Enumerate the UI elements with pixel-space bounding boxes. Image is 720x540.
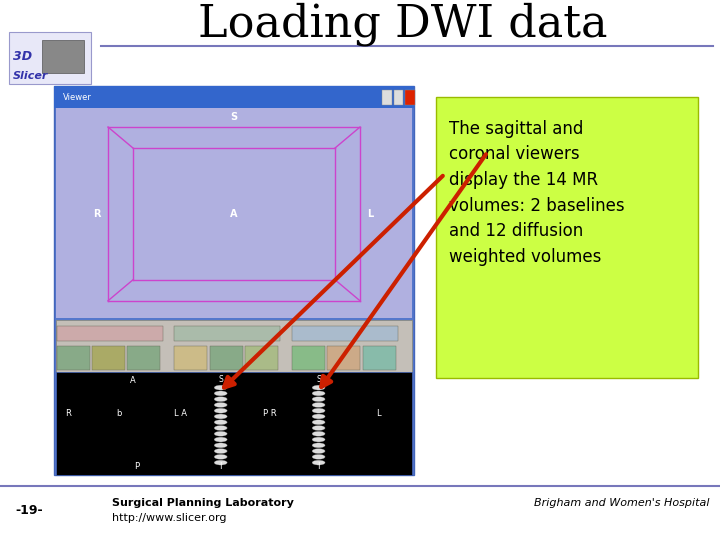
Ellipse shape — [312, 460, 325, 465]
Bar — [394, 90, 403, 105]
Ellipse shape — [215, 402, 228, 407]
Bar — [436, 97, 698, 378]
Ellipse shape — [215, 397, 228, 402]
Bar — [328, 346, 360, 369]
Bar — [210, 346, 243, 369]
Text: -19-: -19- — [16, 504, 43, 517]
Text: Loading DWI data: Loading DWI data — [199, 3, 608, 46]
Text: P: P — [134, 462, 140, 471]
Text: I: I — [318, 462, 320, 471]
Bar — [127, 346, 161, 369]
Ellipse shape — [215, 449, 228, 454]
Text: S: S — [218, 375, 223, 384]
Text: Slicer: Slicer — [13, 71, 48, 80]
Text: b: b — [116, 409, 122, 418]
Bar — [56, 320, 412, 372]
Text: Surgical Planning Laboratory: Surgical Planning Laboratory — [112, 498, 294, 508]
Bar — [92, 346, 125, 369]
Bar — [56, 372, 412, 475]
Bar — [174, 346, 207, 369]
Bar — [245, 346, 278, 369]
Ellipse shape — [312, 449, 325, 454]
Text: The sagittal and
coronal viewers
display the 14 MR
volumes: 2 baselines
and 12 d: The sagittal and coronal viewers display… — [449, 120, 624, 266]
Ellipse shape — [312, 443, 325, 448]
Ellipse shape — [215, 431, 228, 436]
Bar — [292, 326, 398, 341]
Ellipse shape — [312, 414, 325, 419]
Ellipse shape — [215, 460, 228, 465]
Bar — [56, 106, 412, 318]
Ellipse shape — [312, 431, 325, 436]
Bar — [57, 326, 163, 341]
Bar — [54, 86, 414, 475]
Ellipse shape — [312, 426, 325, 430]
Ellipse shape — [312, 391, 325, 396]
Ellipse shape — [215, 385, 228, 390]
Text: L A: L A — [174, 409, 186, 418]
Ellipse shape — [215, 437, 228, 442]
Bar — [363, 346, 395, 369]
Text: Viewer: Viewer — [63, 92, 91, 102]
Ellipse shape — [312, 397, 325, 402]
Ellipse shape — [215, 414, 228, 419]
Text: 3D: 3D — [13, 50, 32, 63]
Text: L: L — [376, 409, 380, 418]
Bar — [405, 90, 415, 105]
Bar — [292, 346, 325, 369]
Bar — [9, 32, 91, 84]
Bar — [57, 346, 90, 369]
Text: L: L — [367, 209, 374, 219]
Ellipse shape — [215, 443, 228, 448]
Text: S: S — [316, 375, 321, 384]
Bar — [382, 90, 392, 105]
Text: S: S — [230, 112, 238, 122]
Ellipse shape — [215, 420, 228, 424]
Ellipse shape — [215, 391, 228, 396]
Text: R: R — [66, 409, 71, 418]
Ellipse shape — [312, 455, 325, 460]
Text: http://www.slicer.org: http://www.slicer.org — [112, 514, 226, 523]
Ellipse shape — [215, 408, 228, 413]
Bar — [174, 326, 280, 341]
Ellipse shape — [215, 455, 228, 460]
Ellipse shape — [215, 426, 228, 430]
Text: Brigham and Women's Hospital: Brigham and Women's Hospital — [534, 498, 709, 508]
Text: P R: P R — [264, 409, 276, 418]
Text: A: A — [130, 376, 136, 385]
Ellipse shape — [312, 402, 325, 407]
Text: I: I — [220, 462, 222, 471]
Ellipse shape — [312, 437, 325, 442]
Bar — [54, 86, 414, 108]
Ellipse shape — [312, 420, 325, 424]
Ellipse shape — [312, 385, 325, 390]
Text: A: A — [230, 209, 238, 219]
Text: R: R — [94, 209, 101, 219]
Bar — [42, 40, 84, 73]
Ellipse shape — [312, 408, 325, 413]
